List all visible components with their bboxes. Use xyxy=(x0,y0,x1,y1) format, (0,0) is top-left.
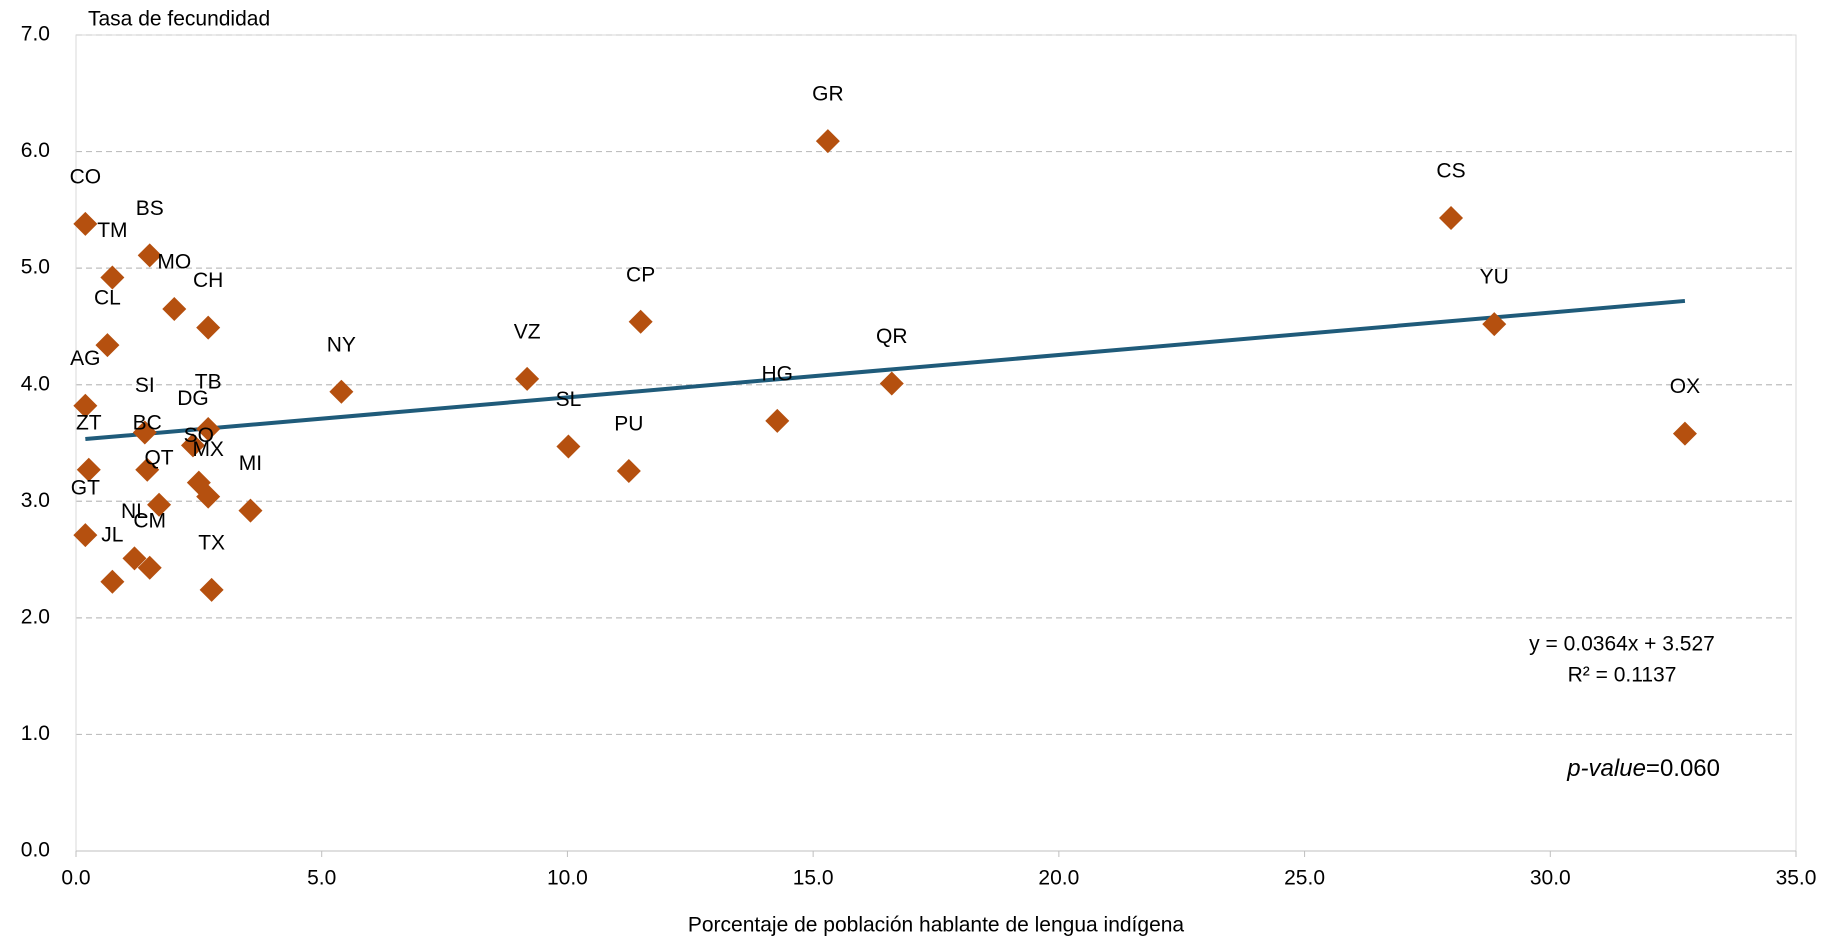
point-label: TB xyxy=(195,371,222,394)
point-label: MI xyxy=(239,452,262,475)
y-tick-label: 6.0 xyxy=(21,139,50,162)
point-label: BC xyxy=(133,411,162,434)
p-text: =0.060 xyxy=(1646,755,1720,782)
point xyxy=(100,265,125,290)
point xyxy=(1439,206,1464,231)
point-label: SL xyxy=(556,388,582,411)
point-label: QT xyxy=(144,446,173,469)
point xyxy=(196,484,221,509)
point-label: OX xyxy=(1670,375,1700,398)
y-tick-label: 2.0 xyxy=(21,605,50,628)
point-label: CO xyxy=(70,165,102,188)
y-tick-label: 1.0 xyxy=(21,722,50,745)
x-tick-label: 35.0 xyxy=(1776,867,1817,890)
point xyxy=(1482,312,1507,337)
point xyxy=(1672,421,1697,446)
point-label: TX xyxy=(198,531,225,554)
y-tick-label: 3.0 xyxy=(21,489,50,512)
y-tick-label: 4.0 xyxy=(21,372,50,395)
point-label: NL xyxy=(121,500,148,523)
x-tick-label: 20.0 xyxy=(1038,867,1079,890)
point xyxy=(147,492,172,517)
point xyxy=(135,457,160,482)
point xyxy=(162,296,187,321)
x-tick-label: 25.0 xyxy=(1284,867,1325,890)
y-tick-label: 0.0 xyxy=(21,839,50,862)
x-tick-label: 0.0 xyxy=(61,867,90,890)
point xyxy=(199,577,224,602)
point-label: PU xyxy=(614,413,643,436)
point xyxy=(628,309,653,334)
point-label: GR xyxy=(812,83,844,106)
point-label: ZT xyxy=(76,411,102,434)
point xyxy=(73,523,98,548)
point xyxy=(73,393,98,418)
point xyxy=(238,498,263,523)
y-tick-label: 5.0 xyxy=(21,256,50,279)
point xyxy=(196,417,221,442)
point xyxy=(879,371,904,396)
plot-border xyxy=(75,34,1797,852)
y-tick-label: 7.0 xyxy=(21,23,50,46)
point-label: JL xyxy=(101,523,123,546)
point xyxy=(132,420,157,445)
point xyxy=(180,433,205,458)
point-label: AG xyxy=(70,347,100,370)
point-label: CS xyxy=(1436,160,1465,183)
y-axis-title: Tasa de fecundidad xyxy=(88,8,270,31)
point-label: MO xyxy=(157,250,191,273)
point xyxy=(137,243,162,268)
trend-equation: y = 0.0364x + 3.527 xyxy=(1529,633,1715,656)
x-tick-label: 15.0 xyxy=(793,867,834,890)
point-label: MX xyxy=(192,438,224,461)
point xyxy=(329,379,354,404)
point-label: GT xyxy=(71,477,100,500)
point xyxy=(765,408,790,433)
point-label: CL xyxy=(94,287,121,310)
point xyxy=(100,569,125,594)
point-label: TM xyxy=(97,219,127,242)
point-label: VZ xyxy=(514,320,541,343)
point-label: SI xyxy=(135,374,155,397)
x-axis-title: Porcentaje de población hablante de leng… xyxy=(688,914,1185,937)
point-label: QR xyxy=(876,325,908,348)
point-label: CP xyxy=(626,263,655,286)
x-tick-label: 10.0 xyxy=(547,867,588,890)
point xyxy=(515,366,540,391)
p-label: p-value xyxy=(1566,755,1646,782)
trendline xyxy=(85,298,1686,442)
point-label: NY xyxy=(327,333,356,356)
p-value: p-value=0.060 xyxy=(1566,755,1720,782)
x-tick-label: 30.0 xyxy=(1530,867,1571,890)
point xyxy=(196,315,221,340)
point xyxy=(616,458,641,483)
point xyxy=(137,555,162,580)
point-label: BS xyxy=(136,197,164,220)
point xyxy=(73,211,98,236)
point-label: DG xyxy=(177,387,209,410)
point xyxy=(556,434,581,459)
point xyxy=(122,546,147,571)
point xyxy=(815,129,840,154)
x-tick-label: 5.0 xyxy=(307,867,336,890)
point-label: SO xyxy=(184,424,214,447)
point xyxy=(95,333,120,358)
point-label: CH xyxy=(193,269,223,292)
point-label: YU xyxy=(1480,266,1509,289)
point xyxy=(76,457,101,482)
point-label: HG xyxy=(762,362,794,385)
trend-r2: R² = 0.1137 xyxy=(1568,664,1677,687)
